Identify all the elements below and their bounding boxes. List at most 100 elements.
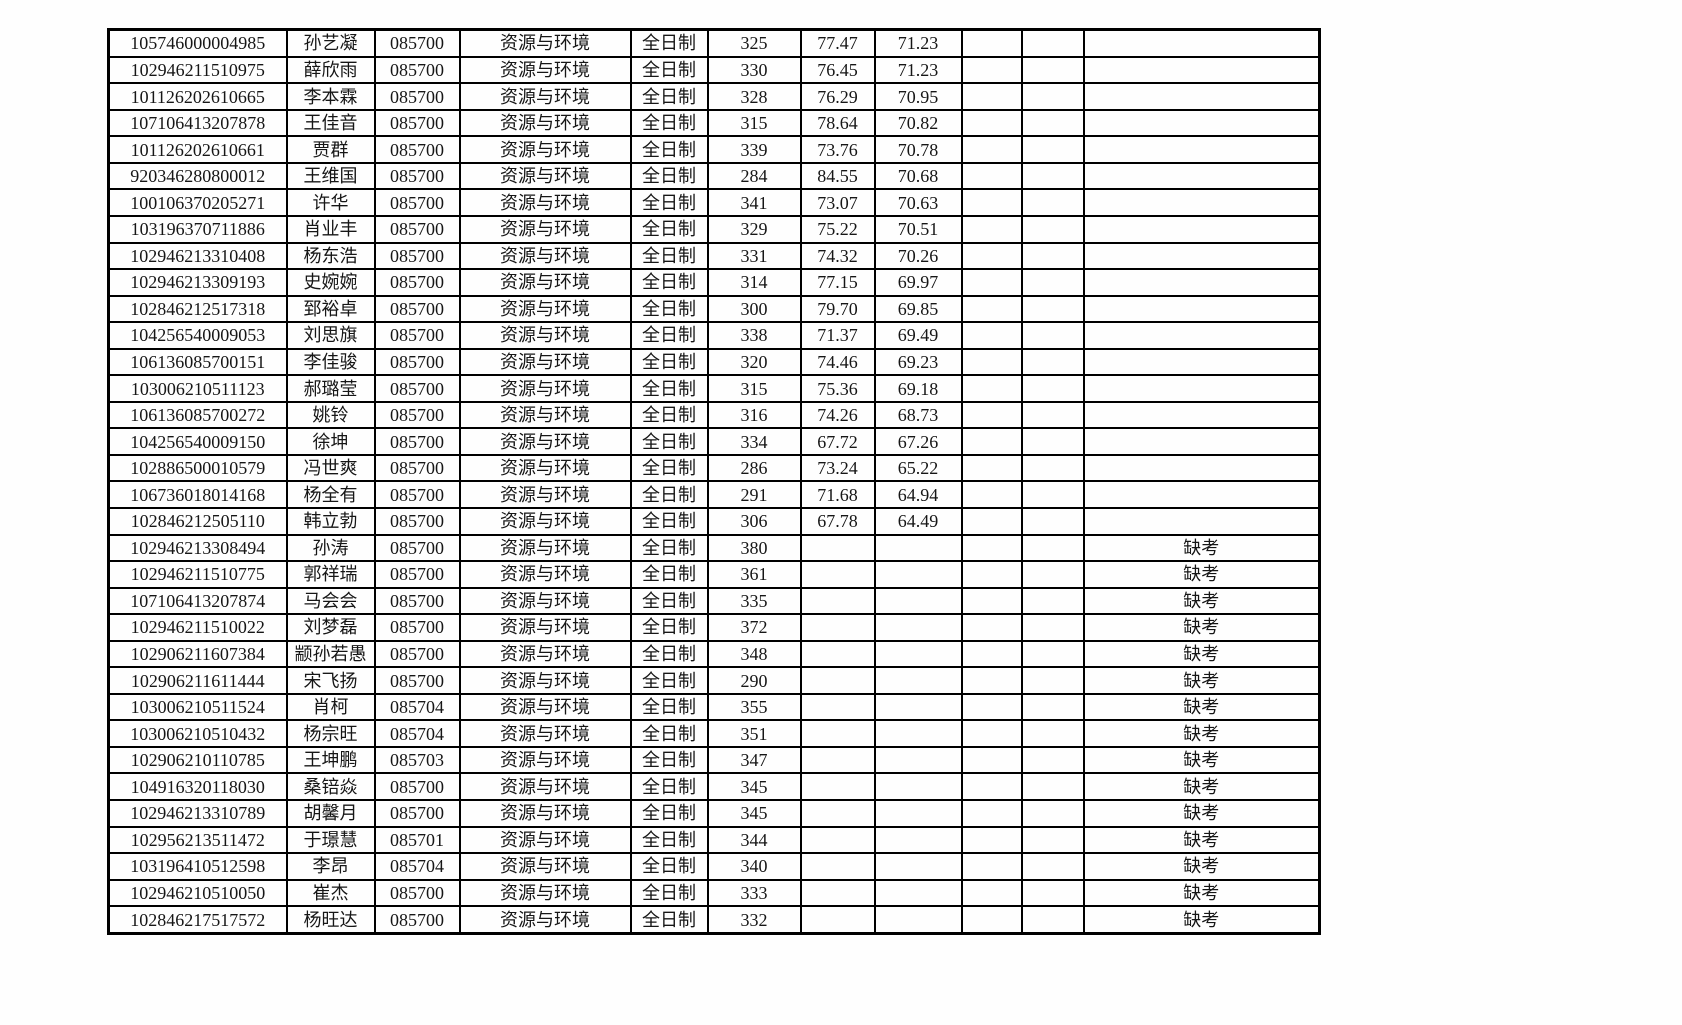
cell-study-mode: 全日制	[629, 161, 709, 191]
cell-name: 桑锫焱	[285, 772, 376, 801]
cell-study-mode: 全日制	[629, 666, 709, 695]
cell-candidate-id: 102946213308494	[107, 533, 288, 563]
cell-remark	[1082, 507, 1321, 536]
cell-retest-score: 73.24	[799, 453, 876, 483]
cell-major-code: 085700	[373, 108, 461, 138]
cell-initial-score: 316	[706, 400, 802, 430]
table-row: 107106413207874 马会会 085700 资源与环境 全日制 335 缺考	[107, 586, 1321, 616]
cell-retest-score	[799, 745, 876, 775]
cell-empty-1	[960, 825, 1023, 855]
cell-candidate-id: 107106413207874	[107, 586, 288, 616]
table-row: 102946213309193 史婉婉 085700 资源与环境 全日制 314 77.15…	[107, 268, 1321, 297]
cell-remark	[1082, 28, 1321, 58]
table-row: 104256540009053 刘思旗 085700 资源与环境 全日制 338 71.37…	[107, 321, 1321, 350]
cell-major-name: 资源与环境	[458, 28, 632, 58]
cell-total-score: 65.22	[873, 453, 963, 483]
cell-study-mode: 全日制	[629, 905, 709, 935]
cell-empty-2	[1020, 347, 1085, 377]
cell-major-code: 085700	[373, 161, 461, 191]
cell-empty-2	[1020, 400, 1085, 430]
cell-major-name: 资源与环境	[458, 321, 632, 350]
cell-initial-score: 335	[706, 586, 802, 616]
cell-major-code: 085700	[373, 347, 461, 377]
cell-major-code: 085700	[373, 374, 461, 403]
cell-name: 郅裕卓	[285, 294, 376, 324]
cell-name: 许华	[285, 188, 376, 217]
cell-name: 于璟慧	[285, 825, 376, 855]
table-row: 102946213310789 胡馨月 085700 资源与环境 全日制 345 缺考	[107, 799, 1321, 828]
cell-candidate-id: 104916320118030	[107, 772, 288, 801]
cell-candidate-id: 104256540009053	[107, 321, 288, 350]
cell-major-name: 资源与环境	[458, 745, 632, 775]
cell-empty-2	[1020, 427, 1085, 456]
cell-major-name: 资源与环境	[458, 400, 632, 430]
cell-empty-1	[960, 188, 1023, 217]
cell-remark: 缺考	[1082, 799, 1321, 828]
cell-total-score: 69.23	[873, 347, 963, 377]
cell-total-score: 70.95	[873, 82, 963, 111]
cell-study-mode: 全日制	[629, 878, 709, 908]
cell-candidate-id: 107106413207878	[107, 108, 288, 138]
table-row: 102946211510775 郭祥瑞 085700 资源与环境 全日制 361 缺考	[107, 560, 1321, 589]
cell-candidate-id: 101126202610665	[107, 82, 288, 111]
cell-major-name: 资源与环境	[458, 586, 632, 616]
cell-empty-2	[1020, 108, 1085, 138]
cell-total-score: 71.23	[873, 28, 963, 58]
cell-candidate-id: 102956213511472	[107, 825, 288, 855]
cell-candidate-id: 104256540009150	[107, 427, 288, 456]
table-row: 106736018014168 杨全有 085700 资源与环境 全日制 291 71.68…	[107, 480, 1321, 509]
cell-study-mode: 全日制	[629, 294, 709, 324]
cell-candidate-id: 103196370711886	[107, 215, 288, 244]
cell-major-name: 资源与环境	[458, 772, 632, 801]
cell-major-name: 资源与环境	[458, 639, 632, 669]
cell-total-score: 70.51	[873, 215, 963, 244]
cell-initial-score: 314	[706, 268, 802, 297]
cell-empty-1	[960, 135, 1023, 164]
cell-empty-1	[960, 719, 1023, 748]
cell-initial-score: 340	[706, 852, 802, 881]
cell-retest-score: 84.55	[799, 161, 876, 191]
cell-major-code: 085700	[373, 772, 461, 801]
cell-retest-score	[799, 639, 876, 669]
cell-major-code: 085700	[373, 878, 461, 908]
cell-retest-score: 74.32	[799, 241, 876, 271]
cell-remark: 缺考	[1082, 745, 1321, 775]
cell-study-mode: 全日制	[629, 745, 709, 775]
cell-remark: 缺考	[1082, 852, 1321, 881]
table-row: 102846212517318 郅裕卓 085700 资源与环境 全日制 300 79.70…	[107, 294, 1321, 324]
cell-initial-score: 345	[706, 772, 802, 801]
table-row: 920346280800012 王维国 085700 资源与环境 全日制 284 84.55…	[107, 161, 1321, 191]
cell-total-score: 68.73	[873, 400, 963, 430]
table-row: 103006210511123 郝璐莹 085700 资源与环境 全日制 315 75.36…	[107, 374, 1321, 403]
cell-initial-score: 291	[706, 480, 802, 509]
cell-study-mode: 全日制	[629, 772, 709, 801]
table-body: 105746000004985 孙艺凝 085700 资源与环境 全日制 325 77.47…	[107, 28, 1321, 935]
cell-total-score	[873, 745, 963, 775]
cell-major-code: 085700	[373, 639, 461, 669]
cell-remark	[1082, 188, 1321, 217]
cell-candidate-id: 103006210511524	[107, 692, 288, 722]
cell-study-mode: 全日制	[629, 533, 709, 563]
cell-empty-2	[1020, 533, 1085, 563]
cell-total-score: 64.94	[873, 480, 963, 509]
table-row: 102846212505110 韩立勃 085700 资源与环境 全日制 306 67.78…	[107, 507, 1321, 536]
cell-major-code: 085700	[373, 507, 461, 536]
cell-empty-1	[960, 161, 1023, 191]
cell-total-score	[873, 533, 963, 563]
cell-remark: 缺考	[1082, 560, 1321, 589]
cell-remark: 缺考	[1082, 772, 1321, 801]
cell-name: 杨东浩	[285, 241, 376, 271]
cell-total-score	[873, 639, 963, 669]
cell-major-code: 085700	[373, 188, 461, 217]
cell-remark: 缺考	[1082, 533, 1321, 563]
cell-empty-2	[1020, 28, 1085, 58]
table-row: 102946213310408 杨东浩 085700 资源与环境 全日制 331 74.32…	[107, 241, 1321, 271]
cell-initial-score: 300	[706, 294, 802, 324]
cell-empty-1	[960, 294, 1023, 324]
cell-major-name: 资源与环境	[458, 480, 632, 509]
cell-study-mode: 全日制	[629, 215, 709, 244]
table-row: 102846217517572 杨旺达 085700 资源与环境 全日制 332 缺考	[107, 905, 1321, 935]
cell-major-code: 085700	[373, 215, 461, 244]
cell-initial-score: 328	[706, 82, 802, 111]
cell-empty-2	[1020, 852, 1085, 881]
